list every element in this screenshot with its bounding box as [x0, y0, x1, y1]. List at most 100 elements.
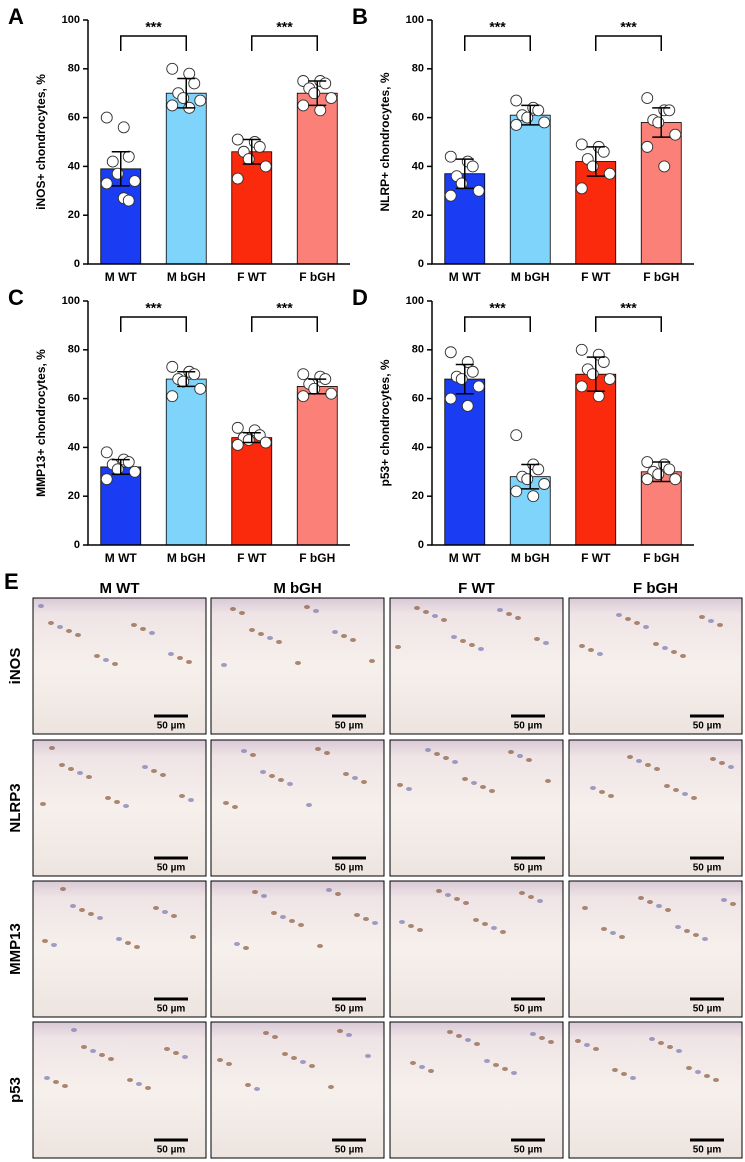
scale-bar-label: 50 µm	[157, 1004, 186, 1015]
cell	[625, 617, 631, 621]
y-tick-label: 100	[62, 295, 80, 307]
histology-image	[210, 880, 385, 1018]
data-point	[259, 160, 272, 173]
panel-label: A	[8, 4, 24, 29]
cell	[684, 929, 690, 933]
cell	[88, 912, 94, 916]
data-point	[259, 436, 272, 449]
cell	[136, 1082, 142, 1086]
y-tick-label: 20	[412, 209, 424, 221]
scale-bar-label: 50 µm	[693, 721, 722, 732]
data-point	[663, 463, 676, 476]
error-bar	[521, 463, 540, 490]
cell	[502, 1067, 508, 1071]
y-tick-label: 60	[68, 393, 80, 405]
cell	[81, 1045, 87, 1049]
data-point	[177, 375, 190, 388]
cell	[70, 904, 76, 908]
y-tick-label: 80	[412, 63, 424, 75]
data-point	[538, 116, 551, 129]
cell	[491, 926, 497, 930]
cell	[108, 1057, 114, 1061]
data-point	[455, 177, 468, 190]
data-point	[188, 368, 201, 381]
data-point	[325, 92, 338, 105]
cell	[241, 749, 247, 753]
data-point	[586, 368, 599, 381]
data-point	[466, 365, 479, 378]
cell	[149, 631, 155, 635]
cell	[105, 796, 111, 800]
data-point	[652, 116, 665, 129]
cell	[260, 770, 266, 774]
y-tick-label: 60	[68, 112, 80, 124]
cell	[354, 913, 360, 917]
x-tick-label: M WT	[105, 270, 138, 284]
data-point	[122, 456, 135, 468]
cell	[417, 928, 423, 932]
cell	[616, 613, 622, 617]
y-axis-label: p53+ chondrocytes, %	[378, 359, 392, 486]
cell	[140, 627, 146, 631]
cell	[341, 634, 347, 638]
data-point	[308, 87, 321, 100]
error-bar	[652, 461, 671, 483]
significance-bracket	[251, 316, 318, 332]
cell	[647, 900, 653, 904]
cell	[90, 1049, 96, 1053]
cell	[456, 1034, 462, 1038]
cell	[597, 652, 603, 656]
x-tick-label: F bGH	[299, 270, 335, 284]
cell	[658, 1041, 664, 1045]
cell	[423, 610, 429, 614]
data-point	[325, 387, 338, 400]
cell	[324, 751, 330, 755]
cell	[75, 633, 81, 637]
cell	[68, 767, 74, 771]
data-point	[658, 160, 671, 173]
data-point	[472, 184, 485, 197]
cell	[62, 1084, 68, 1088]
significance-bracket	[120, 316, 187, 332]
data-point	[297, 368, 310, 381]
cell	[337, 1029, 343, 1033]
cell	[57, 625, 63, 629]
cell	[276, 640, 282, 644]
column-header: F WT	[458, 580, 495, 597]
cell	[97, 916, 103, 920]
y-tick-label: 40	[412, 441, 424, 453]
cell	[217, 1058, 223, 1062]
scale-bar-label: 50 µm	[693, 863, 722, 874]
significance-bracket	[595, 35, 662, 51]
axis	[431, 20, 694, 265]
cell	[315, 747, 321, 751]
cell	[493, 1063, 499, 1067]
significance-label: ***	[145, 19, 162, 35]
histology-image	[389, 880, 564, 1018]
histology-image	[32, 739, 207, 877]
cell	[645, 763, 651, 767]
scale-bar-label: 50 µm	[335, 1004, 364, 1015]
data-point	[231, 421, 244, 434]
data-point	[444, 392, 457, 405]
cell	[673, 788, 679, 792]
data-point	[472, 380, 485, 393]
cell	[123, 804, 129, 808]
scale-bar-label: 50 µm	[514, 863, 543, 874]
significance-bracket	[120, 35, 187, 51]
cell	[142, 765, 148, 769]
cell	[280, 915, 286, 919]
data-point	[231, 172, 244, 185]
scale-bar-label: 50 µm	[514, 1145, 543, 1156]
y-tick-label: 20	[68, 490, 80, 502]
y-tick-label: 60	[412, 112, 424, 124]
cell	[638, 896, 644, 900]
data-point	[592, 390, 605, 403]
significance-label: ***	[620, 300, 637, 316]
row-header: MMP13	[7, 923, 24, 975]
cell	[125, 941, 131, 945]
cell	[38, 604, 44, 608]
data-point	[177, 92, 190, 105]
histology-image	[389, 597, 564, 735]
cell	[601, 927, 607, 931]
